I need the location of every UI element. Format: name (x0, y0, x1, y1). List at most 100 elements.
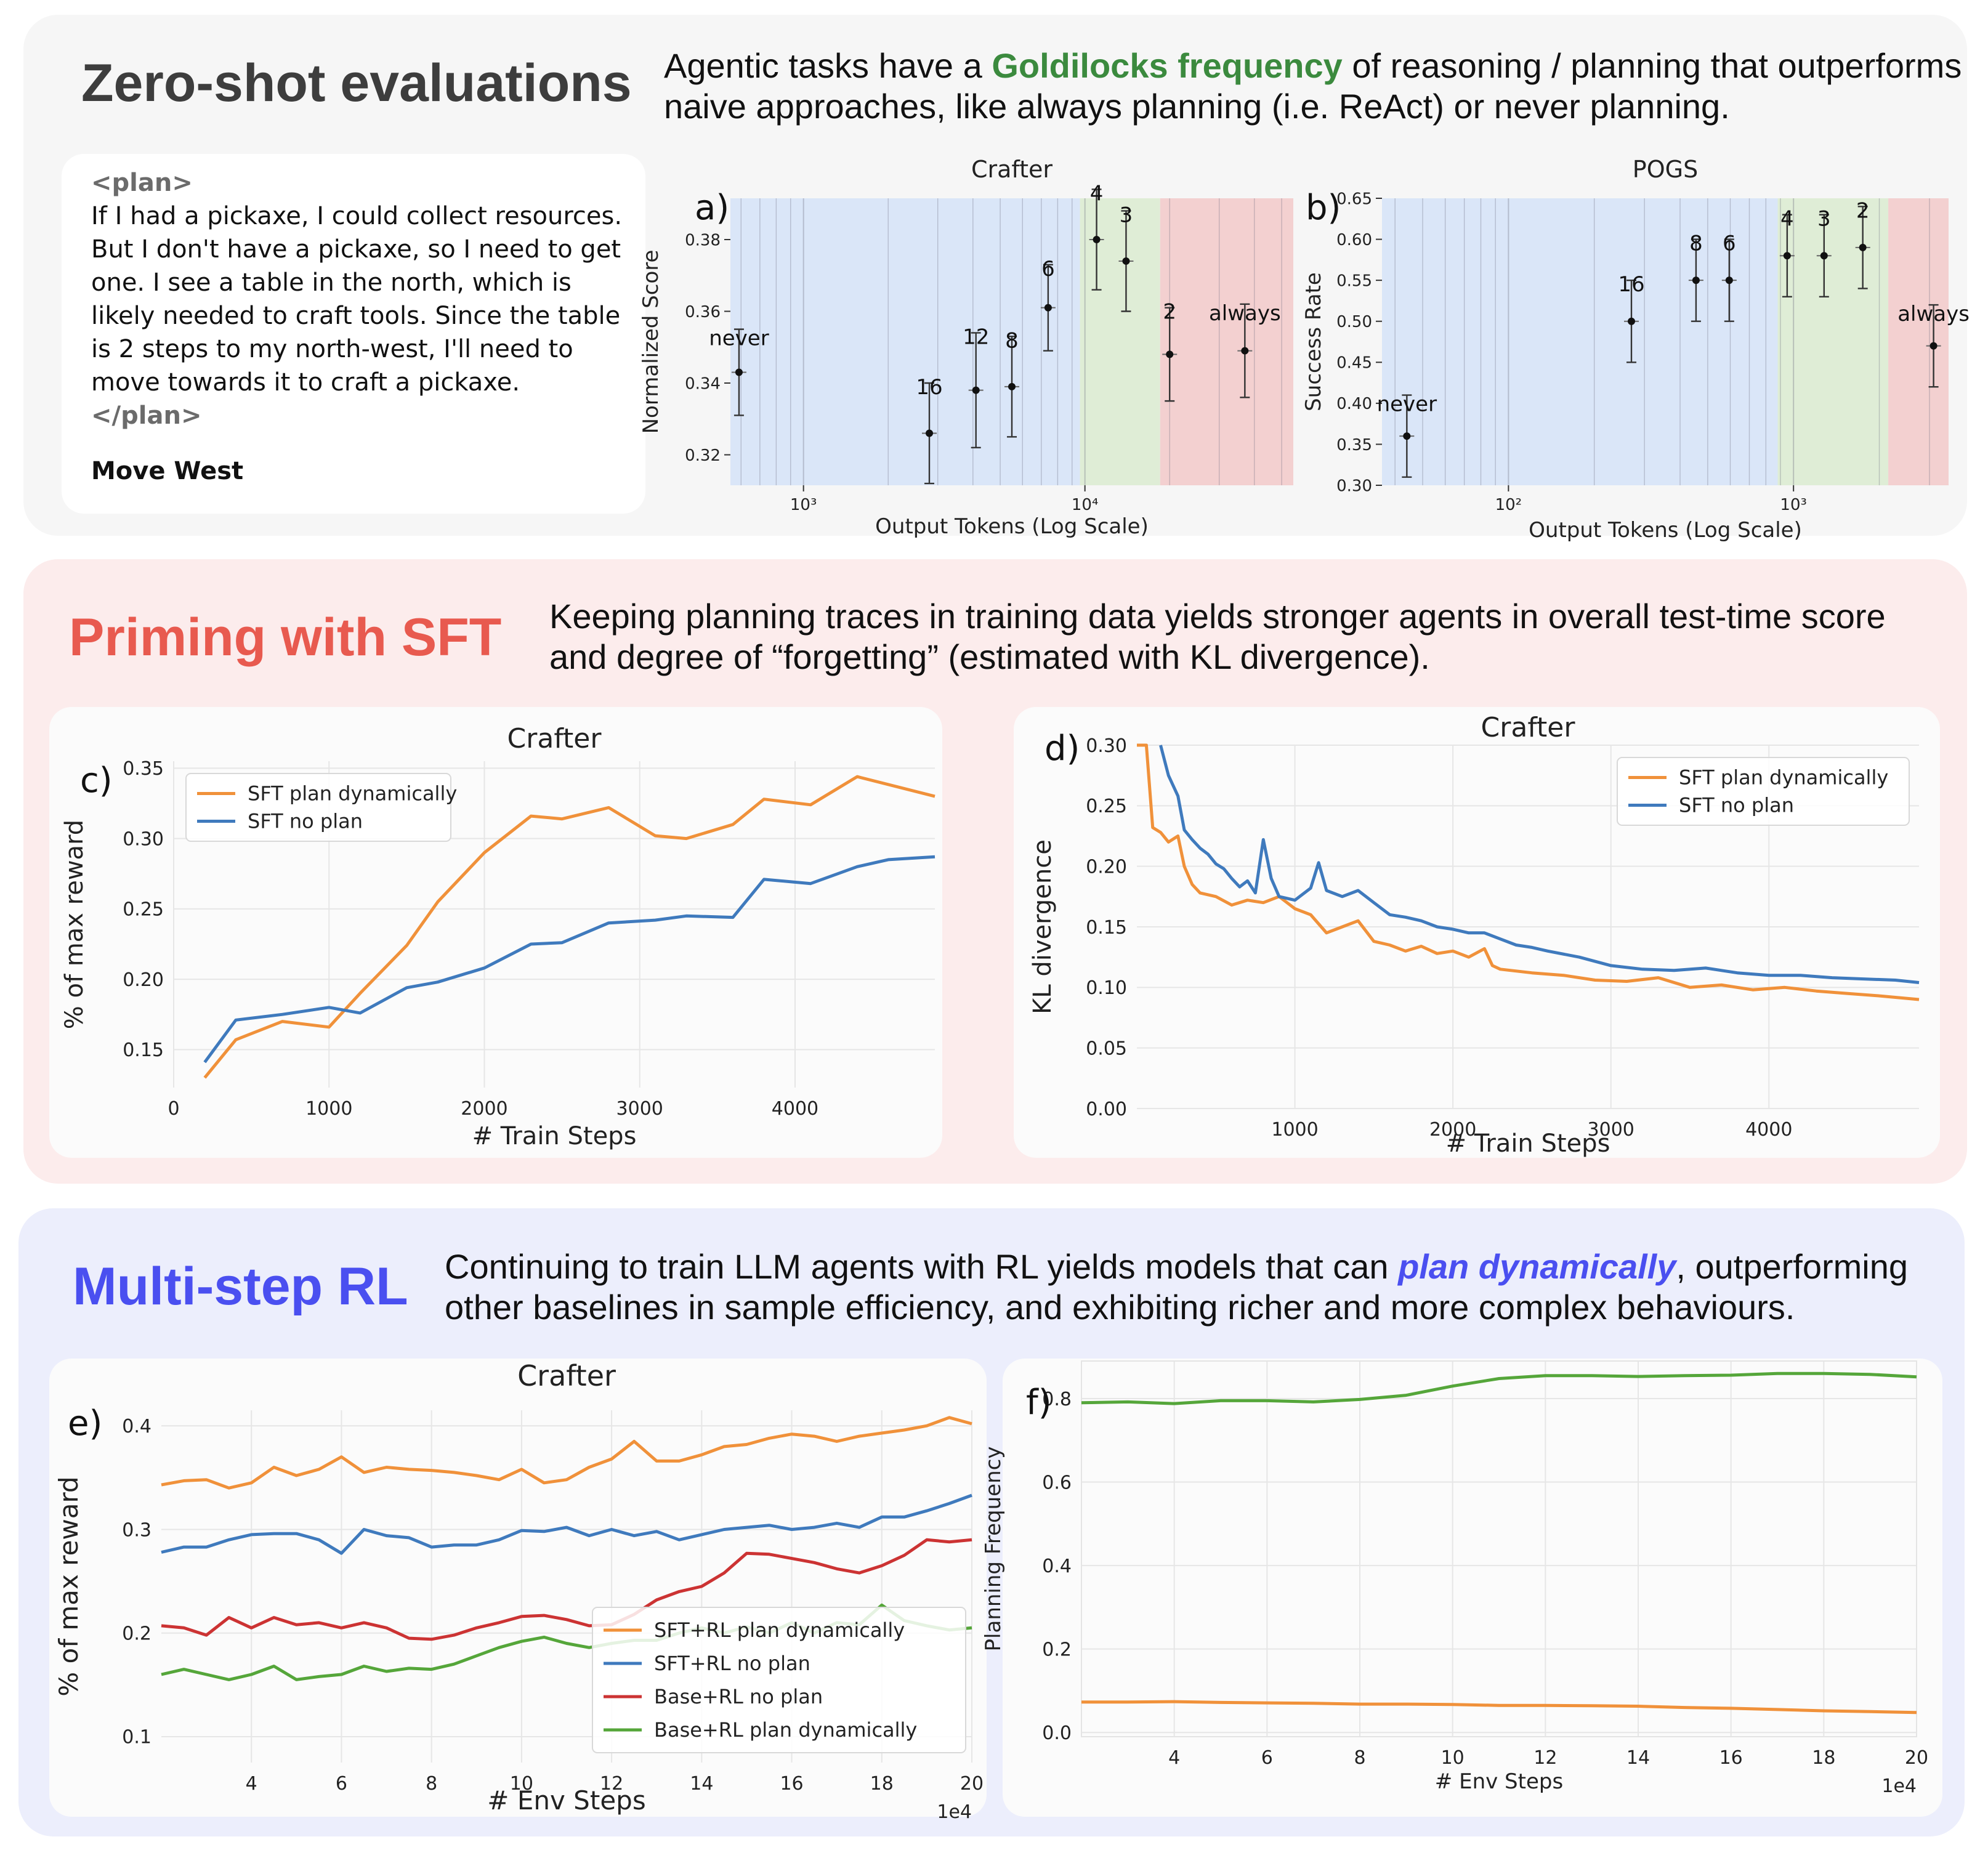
plan-dynamically-highlight: plan dynamically (1398, 1247, 1676, 1286)
data-marker (1403, 432, 1411, 440)
y-tick-label: 0.40 (1336, 395, 1372, 413)
data-marker (926, 429, 934, 437)
plan-example: <plan> If I had a pickaxe, I could colle… (91, 166, 633, 488)
region-blue (1382, 198, 1778, 485)
data-label: always (1209, 301, 1281, 326)
x-tick-label: 3000 (616, 1098, 663, 1120)
y-tick-label: 0.25 (123, 899, 164, 921)
data-point-3: 3 (1118, 203, 1134, 312)
rl-description: Continuing to train LLM agents with RL y… (445, 1246, 1947, 1328)
y-tick-label: 0.2 (1042, 1639, 1072, 1660)
data-point-8: 8 (1004, 328, 1019, 438)
data-point-8: 8 (1688, 232, 1703, 322)
data-marker (1783, 252, 1791, 260)
x-tick-label: 14 (1626, 1747, 1650, 1769)
y-tick-label: 0.65 (1336, 190, 1372, 208)
legend-label: Base+RL no plan (654, 1685, 823, 1708)
panel-letter: d) (1045, 729, 1080, 769)
panel-letter: b) (1306, 188, 1341, 228)
y-tick-label: 0.10 (1086, 977, 1127, 999)
data-point-never: never (709, 326, 769, 416)
region-red (1888, 198, 1949, 485)
y-tick-label: 0.8 (1042, 1389, 1072, 1410)
chart-title: Crafter (517, 1359, 616, 1392)
data-marker (1166, 350, 1174, 358)
series-line-sft-no-plan (203, 855, 935, 1064)
data-label: 4 (1780, 207, 1794, 232)
data-label: 8 (1005, 328, 1019, 353)
x-tick-label: 20 (960, 1773, 984, 1795)
x-tick-label: 10³ (1780, 496, 1807, 514)
chart-title: Crafter (971, 156, 1053, 183)
region-green (1777, 198, 1889, 485)
legend-item: SFT no plan (1628, 794, 1794, 817)
y-tick-label: 0.00 (1086, 1099, 1127, 1120)
chart-e-rl-reward: 4 6 8 10 12 14 16 18 20 0.1 0.2 0.3 0.4 1e4 # Env Step… (54, 1359, 984, 1823)
x-tick-label: 8 (426, 1773, 437, 1795)
zero-shot-desc-pre: Agentic tasks have a (664, 46, 992, 85)
x-tick-label: 8 (1354, 1747, 1365, 1769)
y-tick-label: 0.3 (122, 1519, 152, 1541)
y-tick-label: 0.32 (685, 446, 721, 465)
chart-title: Crafter (507, 723, 602, 754)
region-blue (730, 198, 1080, 485)
plan-body: If I had a pickaxe, I could collect reso… (91, 202, 623, 397)
data-label: 8 (1689, 232, 1703, 256)
y-tick-label: 0.45 (1336, 354, 1372, 373)
data-point-6: 6 (1040, 257, 1056, 352)
data-point-2: 2 (1855, 198, 1870, 289)
x-tick-label: 4 (246, 1773, 257, 1795)
legend-label: Base+RL plan dynamically (654, 1718, 917, 1742)
region-red (1160, 198, 1293, 485)
legend: SFT plan dynamically SFT no plan (185, 773, 457, 842)
data-label: never (709, 326, 769, 351)
data-point-16: 16 (1618, 272, 1645, 363)
x-multiplier-label: 1e4 (937, 1801, 972, 1823)
y-tick-label: 0.05 (1086, 1038, 1127, 1059)
data-marker (1725, 277, 1733, 285)
data-marker (1929, 342, 1937, 350)
zero-shot-desc-post: of reasoning / planning that outperforms… (664, 46, 1962, 126)
x-tick-label: 1000 (1271, 1119, 1318, 1141)
series-line-sft-rl-no-plan (161, 1493, 972, 1555)
x-tick-label: 1000 (305, 1098, 352, 1120)
series-line-sft-plan-dynamically (1137, 743, 1920, 1001)
y-tick-label: 0.2 (122, 1623, 152, 1645)
chart-d-sft-kl: 1000 2000 3000 4000 0.00 0.05 0.10 0.15 0.20 0.25… (1028, 712, 1920, 1158)
panel-letter: c) (80, 761, 113, 801)
x-tick-label: 0 (168, 1098, 179, 1120)
data-marker (1093, 235, 1101, 243)
data-label: 4 (1090, 181, 1104, 206)
x-tick-label: 2000 (1429, 1119, 1476, 1141)
plan-example-card (62, 154, 645, 514)
x-axis-label: # Env Steps (487, 1785, 645, 1816)
y-tick-label: 0.25 (1086, 796, 1127, 817)
data-point-always: always (1209, 301, 1281, 398)
x-tick-label: 6 (1261, 1747, 1273, 1769)
data-marker (1008, 382, 1016, 390)
panel-letter: f) (1026, 1383, 1052, 1423)
x-tick-label: 12 (600, 1773, 623, 1795)
data-marker (1859, 243, 1867, 251)
y-tick-label: 0.15 (1086, 917, 1127, 939)
rl-desc-pre: Continuing to train LLM agents with RL y… (445, 1247, 1399, 1286)
y-tick-label: 0.4 (122, 1416, 152, 1437)
y-tick-label: 0.34 (685, 374, 721, 393)
data-point-3: 3 (1816, 207, 1832, 297)
x-tick-label: 10⁴ (1072, 496, 1099, 514)
y-axis-label: Normalized Score (639, 250, 663, 434)
data-label: 2 (1856, 198, 1870, 223)
x-tick-label: 10 (510, 1773, 533, 1795)
legend-item: SFT plan dynamically (197, 782, 457, 806)
y-tick-label: 0.35 (1336, 436, 1372, 454)
y-axis-label: Success Rate (1301, 272, 1326, 411)
zero-shot-description: Agentic tasks have a Goldilocks frequenc… (664, 46, 1970, 127)
data-point-16: 16 (916, 375, 943, 485)
chart-f-planning-frequency: 4 6 8 10 12 14 16 18 20 0.0 0.2 0.4 0.6 0.8 1e4 # Env S… (981, 1360, 1928, 1797)
legend-item: SFT plan dynamically (1628, 766, 1888, 790)
legend-item: Base+RL plan dynamically (604, 1718, 917, 1742)
y-tick-label: 0.20 (123, 969, 164, 991)
y-tick-label: 0.15 (123, 1040, 164, 1061)
legend: SFT plan dynamically SFT no plan (1617, 757, 1910, 826)
chart-b-pogs-zero-shot: 10² 10³ 0.30 0.35 0.40 0.45 0.50 0.55 0.60 0.65 Ou… (1301, 156, 1970, 543)
